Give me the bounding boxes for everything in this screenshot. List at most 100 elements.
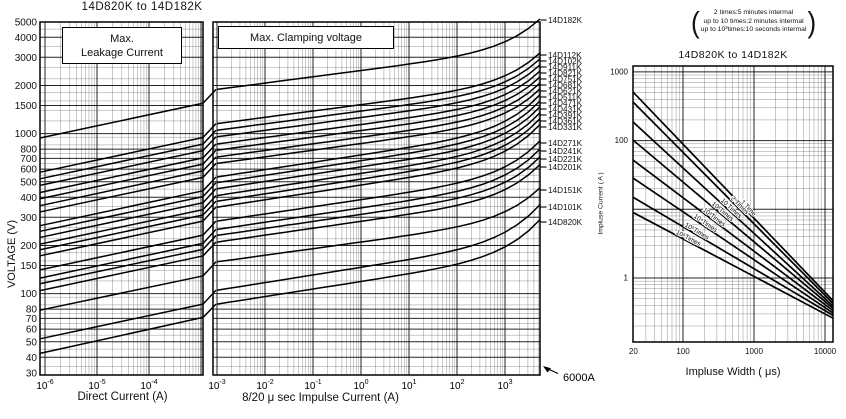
mid-x-axis-title: 8/20 μ sec Impulse Current (A) — [242, 392, 399, 404]
y-tick-label: 150 — [20, 261, 37, 272]
leakage-curve — [39, 214, 204, 251]
part-number-label: 14D621K — [548, 87, 583, 96]
x-tick-label: 10-2 — [256, 379, 273, 392]
x-tick-label: 100 — [676, 347, 690, 356]
break-connector — [202, 195, 217, 211]
y-tick-label: 30 — [26, 369, 38, 380]
leakage-curve — [39, 220, 204, 257]
leakage-curve — [39, 157, 204, 194]
clamping-curve — [216, 164, 541, 243]
right-x-axis-title: Impluse Width ( μs) — [685, 366, 781, 378]
x-tick-label: 10-3 — [208, 379, 225, 392]
x-tick-label: 20 — [629, 347, 638, 356]
note-open-paren: ( — [691, 4, 700, 39]
x-tick-label: 102 — [449, 379, 464, 392]
lifetime-curve — [633, 159, 833, 312]
clamping-curve — [216, 94, 541, 178]
leakage-curve — [39, 195, 204, 233]
leakage-curve — [39, 248, 204, 285]
break-connector — [202, 129, 217, 145]
6000a-arrow-head — [543, 366, 551, 373]
lifetime-curves — [633, 91, 833, 319]
clamping-voltage-box: Max. Clamping voltage — [218, 26, 394, 49]
part-number-label: 14D751K — [548, 75, 583, 84]
x-tick-label: 10-4 — [140, 379, 157, 392]
part-number-label: 14D471K — [548, 99, 583, 108]
leakage-curve — [39, 208, 204, 245]
clamping-box-label: Max. Clamping voltage — [250, 31, 362, 44]
leakage-curve — [39, 176, 204, 213]
y-tick-label: 3000 — [15, 53, 38, 64]
x-tick-label: 101 — [401, 379, 416, 392]
grid-lines — [40, 22, 833, 375]
part-number-label: 14D391K — [548, 111, 583, 120]
leakage-curve — [39, 163, 204, 200]
y-tick-label: 1500 — [15, 101, 38, 112]
y-tick-label: 80 — [26, 305, 38, 316]
break-connector — [202, 303, 217, 318]
clamping-curve — [216, 140, 541, 222]
y-tick-label: 1000 — [610, 67, 628, 76]
leakage-curve — [39, 242, 204, 279]
break-connector — [202, 228, 217, 244]
y-tick-label: 800 — [20, 145, 37, 156]
clamping-curve — [216, 100, 541, 184]
note-line1: 2 times:5 minutes intermal — [713, 9, 794, 16]
lifetime-curve — [633, 211, 833, 319]
y-tick-label: 40 — [26, 353, 38, 364]
part-number-label: 14D241K — [548, 147, 583, 156]
clamping-curve — [216, 58, 541, 131]
left-chart-title: 14D820K to 14D182K — [81, 1, 203, 13]
part-number-label: 14D820K — [548, 218, 583, 227]
note-lines: 2 times:5 minutes intermal up to 10 time… — [701, 9, 807, 35]
y-tick-label: 5000 — [15, 17, 38, 28]
clamping-curve — [216, 18, 541, 91]
x-tick-label: 10-6 — [36, 379, 53, 392]
part-number-label: 14D221K — [548, 155, 583, 164]
clamping-curve — [216, 148, 541, 231]
clamping-curve — [216, 123, 541, 208]
y-tick-label: 70 — [26, 314, 38, 325]
y-tick-label: 50 — [26, 337, 38, 348]
clamping-curve — [216, 204, 541, 291]
clamping-curve — [216, 82, 541, 158]
break-connector — [202, 123, 217, 138]
right-chart-title: 14D820K to 14D182K — [678, 49, 788, 61]
clamping-curve — [216, 118, 541, 202]
y-tick-label: 400 — [20, 193, 37, 204]
clamping-curve — [216, 64, 541, 138]
clamping-curve — [216, 88, 541, 165]
part-number-label: 14D271K — [548, 139, 583, 148]
clamping-curve — [216, 52, 541, 125]
part-number-label: 14D331K — [548, 123, 583, 132]
x-tick-label: 100 — [353, 379, 368, 392]
leakage-curve — [39, 190, 204, 227]
lifetime-curve — [633, 101, 833, 304]
part-number-label: 14D911K — [548, 63, 582, 72]
part-number-label: 14D431K — [548, 105, 583, 114]
leakage-curve — [39, 275, 204, 311]
break-connector — [202, 143, 217, 159]
break-connector — [202, 234, 217, 250]
y-tick-label: 1000 — [15, 129, 38, 140]
surge-interval-note: ( 2 times:5 minutes intermal up to 10 ti… — [690, 4, 817, 39]
lifetime-curve — [633, 139, 833, 309]
leakage-box-line2: Leakage Current — [81, 46, 163, 59]
left-y-axis-title: VOLTAGE (V) — [6, 219, 18, 289]
leakage-curve — [39, 136, 204, 173]
leakage-box-line1: Max. — [110, 32, 134, 45]
part-number-label: 14D102K — [548, 57, 583, 66]
break-connector — [202, 206, 217, 222]
y-tick-label: 600 — [20, 165, 37, 176]
part-number-label: 14D101K — [548, 203, 583, 212]
y-tick-label: 60 — [26, 325, 38, 336]
y-tick-label: 100 — [20, 289, 37, 300]
clamping-curve — [216, 112, 541, 197]
break-connector — [202, 220, 217, 236]
lifetime-curve — [633, 121, 833, 307]
clamping-curve — [216, 76, 541, 151]
break-connector — [202, 289, 217, 305]
left-x-axis-title: Direct Current (A) — [77, 391, 168, 403]
lifetime-curve — [633, 177, 833, 314]
